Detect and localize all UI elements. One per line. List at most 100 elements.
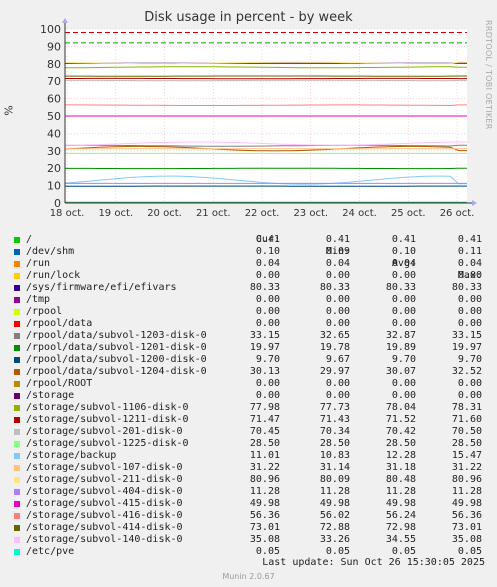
legend-row: /storage/subvol-211-disk-0 80.96 80.09 80.4… [14,474,494,486]
legend-series-name: /rpool/data/subvol-1203-disk-0 [26,330,207,341]
legend-min-value: 0.09 [325,246,350,257]
legend-cur-value: 71.47 [249,414,280,425]
series-line [65,66,467,69]
legend-series-name: / [26,234,33,245]
legend-series-name: /rpool/data/subvol-1200-disk-0 [26,354,207,365]
legend-series-name: /sys/firmware/efi/efivars [26,282,177,293]
legend-cur-value: 0.00 [255,378,280,389]
legend-cur-value: 80.33 [249,282,280,293]
legend-cur-value: 0.41 [255,234,280,245]
legend-row: /storage/subvol-1106-disk-0 77.98 77.73 78.… [14,402,494,414]
legend-cur-value: 0.00 [255,318,280,329]
legend-swatch [14,381,20,387]
legend-cur-value: 0.10 [255,246,280,257]
legend-swatch [14,465,20,471]
y-tick-label: 90 [47,40,61,53]
legend-max-value: 31.22 [451,462,482,473]
legend-cur-value: 80.96 [249,474,280,485]
legend-swatch [14,441,20,447]
legend-swatch [14,285,20,291]
legend-row: /storage/subvol-201-disk-0 70.45 70.34 70.4… [14,426,494,438]
legend-series-name: /storage/subvol-107-disk-0 [26,462,183,473]
munin-version: Munin 2.0.67 [222,572,275,581]
legend-min-value: 0.00 [325,378,350,389]
legend-row: /storage/subvol-1225-disk-0 28.50 28.50 28.… [14,438,494,450]
legend-cur-value: 56.36 [249,510,280,521]
legend-swatch [14,393,20,399]
legend-swatch [14,513,20,519]
legend-max-value: 78.31 [451,402,482,413]
legend-avg-value: 49.98 [385,498,416,509]
legend-swatch [14,261,20,267]
legend-avg-value: 56.24 [385,510,416,521]
legend-cur-value: 28.50 [249,438,280,449]
series-line [65,141,467,146]
rrdtool-credit: RRDTOOL / TOBI OETIKER [484,20,493,130]
legend-max-value: 0.00 [457,270,482,281]
chart-title: Disk usage in percent - by week [144,10,353,25]
legend-avg-value: 12.28 [385,450,416,461]
legend-min-value: 9.67 [325,354,350,365]
legend-row: /run 0.04 0.04 0.04 0.04 [14,258,494,270]
header-max: Max: [457,270,482,281]
legend-row: /rpool 0.00 0.00 0.00 0.00 [14,306,494,318]
legend-cur-value: 77.98 [249,402,280,413]
legend-max-value: 28.50 [451,438,482,449]
legend-min-value: 11.28 [319,486,350,497]
legend-cur-value: 11.28 [249,486,280,497]
legend-max-value: 33.15 [451,330,482,341]
legend-min-value: 28.50 [319,438,350,449]
y-tick-label: 80 [47,58,61,71]
legend-series-name: /dev/shm [26,246,75,257]
x-tick-label: 25 oct. [391,208,426,219]
legend-min-value: 0.41 [325,234,350,245]
legend-max-value: 0.11 [457,246,482,257]
legend-max-value: 0.00 [457,390,482,401]
legend-series-name: /storage/subvol-416-disk-0 [26,510,183,521]
legend-row: /tmp 0.00 0.00 0.00 0.00 [14,294,494,306]
legend-avg-value: 0.00 [391,390,416,401]
legend-row: /rpool/data/subvol-1200-disk-0 9.70 9.67 9.… [14,354,494,366]
legend-avg-value: 0.00 [391,318,416,329]
header-min: Min: [325,246,350,257]
legend-cur-value: 49.98 [249,498,280,509]
legend-min-value: 0.00 [325,390,350,401]
legend-row: /storage/subvol-414-disk-0 73.01 72.88 72.9… [14,522,494,534]
legend-min-value: 0.04 [325,258,350,269]
legend-avg-value: 0.10 [391,246,416,257]
legend-series-name: /storage/subvol-140-disk-0 [26,534,183,545]
legend-row: / 0.41 0.41 0.41 0.41 [14,234,494,246]
legend-max-value: 9.70 [457,354,482,365]
legend-min-value: 80.33 [319,282,350,293]
legend-max-value: 32.52 [451,366,482,377]
series-line [64,61,467,65]
legend-row: /sys/firmware/efi/efivars 80.33 80.33 80.33… [14,282,494,294]
legend-avg-value: 71.52 [385,414,416,425]
legend-max-value: 0.00 [457,378,482,389]
legend-avg-value: 28.50 [385,438,416,449]
legend-row: /storage 0.00 0.00 0.00 0.00 [14,390,494,402]
legend-row: /rpool/data/subvol-1204-disk-0 30.13 29.97… [14,366,494,378]
y-tick-label: 10 [47,180,61,193]
legend-series-name: /rpool/data/subvol-1204-disk-0 [26,366,207,377]
legend-swatch [14,333,20,339]
legend-row: /rpool/data 0.00 0.00 0.00 0.00 [14,318,494,330]
legend-avg-value: 9.70 [391,354,416,365]
x-axis-arrow-icon [472,200,477,206]
legend-max-value: 70.50 [451,426,482,437]
legend-cur-value: 35.08 [249,534,280,545]
legend-swatch [14,237,20,243]
y-axis-arrow-icon [62,18,68,23]
legend-series-name: /rpool/data/subvol-1201-disk-0 [26,342,207,353]
legend-avg-value: 70.42 [385,426,416,437]
legend-avg-value: 0.00 [391,378,416,389]
legend-cur-value: 73.01 [249,522,280,533]
legend-avg-value: 0.41 [391,234,416,245]
legend-cur-value: 0.00 [255,270,280,281]
legend-swatch [14,549,20,555]
legend-swatch [14,405,20,411]
legend-series-name: /run/lock [26,270,81,281]
legend-cur-value: 11.01 [249,450,280,461]
legend-max-value: 0.00 [457,306,482,317]
legend-row: /storage/subvol-415-disk-0 49.98 49.98 49.9… [14,498,494,510]
